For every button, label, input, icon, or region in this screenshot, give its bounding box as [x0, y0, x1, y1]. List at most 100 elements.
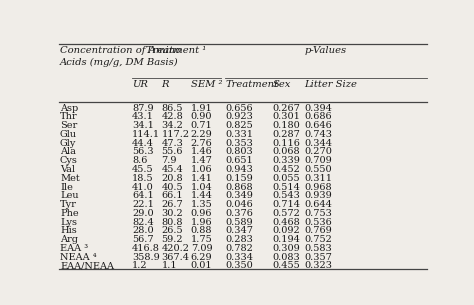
Text: Cys: Cys [60, 156, 78, 165]
Text: 0.686: 0.686 [305, 112, 332, 121]
Text: p-Values: p-Values [305, 46, 347, 55]
Text: 29.0: 29.0 [132, 209, 154, 218]
Text: 1.06: 1.06 [191, 165, 212, 174]
Text: 0.709: 0.709 [305, 156, 332, 165]
Text: His: His [60, 226, 77, 235]
Text: 20.8: 20.8 [161, 174, 183, 183]
Text: EAA ³: EAA ³ [60, 244, 88, 253]
Text: 87.9: 87.9 [132, 103, 154, 113]
Text: 1.1: 1.1 [161, 261, 177, 271]
Text: 0.968: 0.968 [305, 182, 332, 192]
Text: 2.76: 2.76 [191, 139, 212, 148]
Text: Treatment: Treatment [225, 80, 278, 89]
Text: 0.452: 0.452 [272, 165, 300, 174]
Text: 1.75: 1.75 [191, 235, 212, 244]
Text: 55.6: 55.6 [161, 147, 183, 156]
Text: 41.0: 41.0 [132, 182, 154, 192]
Text: Gly: Gly [60, 139, 76, 148]
Text: 0.644: 0.644 [305, 200, 333, 209]
Text: UR: UR [132, 80, 148, 89]
Text: 0.455: 0.455 [272, 261, 300, 271]
Text: 0.782: 0.782 [225, 244, 253, 253]
Text: 82.4: 82.4 [132, 218, 154, 227]
Text: 28.0: 28.0 [132, 226, 154, 235]
Text: 1.46: 1.46 [191, 147, 212, 156]
Text: 0.583: 0.583 [305, 244, 332, 253]
Text: 56.3: 56.3 [132, 147, 154, 156]
Text: 117.2: 117.2 [161, 130, 190, 139]
Text: 0.347: 0.347 [225, 226, 253, 235]
Text: EAA/NEAA: EAA/NEAA [60, 261, 114, 271]
Text: 0.311: 0.311 [305, 174, 333, 183]
Text: 45.4: 45.4 [161, 165, 183, 174]
Text: 0.825: 0.825 [225, 121, 253, 130]
Text: 0.339: 0.339 [272, 156, 300, 165]
Text: 0.394: 0.394 [305, 103, 333, 113]
Text: 18.5: 18.5 [132, 174, 154, 183]
Text: 0.743: 0.743 [305, 130, 333, 139]
Text: 0.88: 0.88 [191, 226, 212, 235]
Text: 1.96: 1.96 [191, 218, 212, 227]
Text: SEM ²: SEM ² [191, 80, 222, 89]
Text: 0.550: 0.550 [305, 165, 332, 174]
Text: 0.350: 0.350 [225, 261, 253, 271]
Text: 0.267: 0.267 [272, 103, 300, 113]
Text: 0.752: 0.752 [305, 235, 333, 244]
Text: 0.753: 0.753 [305, 209, 333, 218]
Text: NEAA ⁴: NEAA ⁴ [60, 253, 97, 262]
Text: 0.572: 0.572 [272, 209, 300, 218]
Text: 34.1: 34.1 [132, 121, 154, 130]
Text: 0.646: 0.646 [305, 121, 332, 130]
Text: 0.159: 0.159 [225, 174, 253, 183]
Text: Ala: Ala [60, 147, 76, 156]
Text: 47.3: 47.3 [161, 139, 183, 148]
Text: 1.91: 1.91 [191, 103, 212, 113]
Text: Phe: Phe [60, 209, 79, 218]
Text: 0.514: 0.514 [272, 182, 300, 192]
Text: 0.344: 0.344 [305, 139, 333, 148]
Text: Concentration of Amino
Acids (mg/g, DM Basis): Concentration of Amino Acids (mg/g, DM B… [60, 46, 181, 67]
Text: 0.923: 0.923 [225, 112, 253, 121]
Text: R: R [161, 80, 169, 89]
Text: 0.943: 0.943 [225, 165, 253, 174]
Text: Glu: Glu [60, 130, 77, 139]
Text: 0.301: 0.301 [272, 112, 300, 121]
Text: 0.116: 0.116 [272, 139, 300, 148]
Text: 0.092: 0.092 [272, 226, 300, 235]
Text: 0.309: 0.309 [272, 244, 300, 253]
Text: 45.5: 45.5 [132, 165, 154, 174]
Text: 0.468: 0.468 [272, 218, 300, 227]
Text: Sex: Sex [272, 80, 291, 89]
Text: 0.357: 0.357 [305, 253, 333, 262]
Text: 0.376: 0.376 [225, 209, 253, 218]
Text: 0.939: 0.939 [305, 191, 332, 200]
Text: 1.35: 1.35 [191, 200, 212, 209]
Text: 66.1: 66.1 [161, 191, 183, 200]
Text: 114.1: 114.1 [132, 130, 160, 139]
Text: 30.2: 30.2 [161, 209, 183, 218]
Text: 59.2: 59.2 [161, 235, 183, 244]
Text: 0.353: 0.353 [225, 139, 253, 148]
Text: 0.803: 0.803 [225, 147, 253, 156]
Text: Treatment ¹: Treatment ¹ [146, 46, 207, 55]
Text: 358.9: 358.9 [132, 253, 160, 262]
Text: 42.8: 42.8 [161, 112, 183, 121]
Text: 367.4: 367.4 [161, 253, 190, 262]
Text: 0.323: 0.323 [305, 261, 333, 271]
Text: Tyr: Tyr [60, 200, 77, 209]
Text: 64.1: 64.1 [132, 191, 154, 200]
Text: 0.180: 0.180 [272, 121, 300, 130]
Text: 0.651: 0.651 [225, 156, 253, 165]
Text: 0.055: 0.055 [272, 174, 300, 183]
Text: 7.9: 7.9 [161, 156, 177, 165]
Text: 86.5: 86.5 [161, 103, 183, 113]
Text: 43.1: 43.1 [132, 112, 154, 121]
Text: 0.270: 0.270 [305, 147, 333, 156]
Text: Lys: Lys [60, 218, 77, 227]
Text: 56.7: 56.7 [132, 235, 154, 244]
Text: 7.09: 7.09 [191, 244, 212, 253]
Text: Litter Size: Litter Size [305, 80, 357, 89]
Text: 0.96: 0.96 [191, 209, 212, 218]
Text: 0.083: 0.083 [272, 253, 300, 262]
Text: 420.2: 420.2 [161, 244, 190, 253]
